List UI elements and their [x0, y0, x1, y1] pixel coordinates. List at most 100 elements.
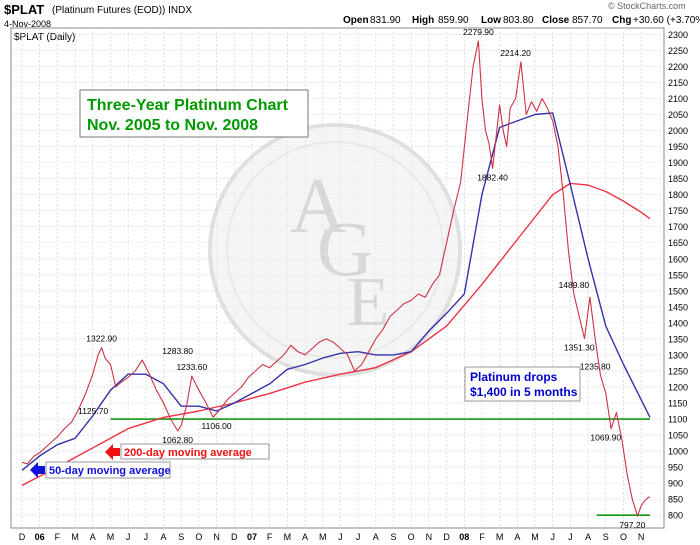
open-label: Open — [343, 15, 369, 26]
point-label: 2214.20 — [500, 48, 531, 58]
x-tick-label: O — [195, 532, 202, 542]
y-tick-label: 1950 — [668, 142, 688, 152]
point-label: 1322.90 — [86, 334, 117, 344]
y-tick-label: 1850 — [668, 174, 688, 184]
close-value: 857.70 — [572, 15, 603, 26]
x-tick-label: F — [55, 532, 61, 542]
x-tick-label: O — [620, 532, 627, 542]
seal-letter-a: A — [290, 162, 346, 249]
ma50-arrow-icon — [30, 462, 45, 478]
x-tick-label: N — [638, 532, 645, 542]
y-tick-label: 1300 — [668, 350, 688, 360]
series-lines — [21, 40, 651, 517]
chart-title-line2: Nov. 2005 to Nov. 2008 — [87, 117, 258, 134]
ma50-label: 50-day moving average — [49, 465, 171, 477]
y-tick-label: 1800 — [668, 190, 688, 200]
date-text: 4-Nov-2008 — [4, 19, 51, 29]
x-tick-label: A — [373, 532, 379, 542]
y-tick-label: 1100 — [668, 415, 687, 425]
point-labels: 1322.90 1283.80 1233.60 1125.70 1062.80 1106.… — [78, 27, 645, 530]
ma50-annotation: 50-day moving average — [30, 461, 171, 479]
y-tick-label: 2150 — [668, 78, 688, 88]
point-label: 1351.30 — [564, 342, 595, 352]
platinum-drops-line2: $1,400 in 5 months — [470, 385, 578, 399]
x-tick-label: M — [531, 532, 539, 542]
x-tick-label: A — [90, 532, 96, 542]
x-tick-label: A — [302, 532, 308, 542]
point-label: 2279.90 — [463, 27, 494, 37]
y-tick-label: 1350 — [668, 334, 688, 344]
series-label: $PLAT (Daily) — [14, 32, 75, 43]
x-tick-label: O — [408, 532, 415, 542]
x-tick-label: J — [126, 532, 131, 542]
seal-letter-g: G — [317, 205, 373, 292]
x-tick-label: S — [178, 532, 184, 542]
platinum-drops-box: Platinum drops $1,400 in 5 months — [464, 366, 581, 402]
y-tick-label: 1200 — [668, 382, 688, 392]
y-tick-label: 2050 — [668, 110, 688, 120]
x-tick-label: 06 — [35, 532, 45, 542]
x-tick-label: M — [71, 532, 79, 542]
x-tick-label: F — [267, 532, 273, 542]
axes: 800 850 900 950 1000 1050 1100 1150 1200 1250 1300… — [19, 30, 688, 542]
x-tick-label: M — [319, 532, 327, 542]
y-tick-label: 1400 — [668, 318, 688, 328]
y-tick-label: 1550 — [668, 270, 688, 280]
x-tick-label: S — [603, 532, 609, 542]
y-tick-label: 1650 — [668, 238, 688, 248]
chg-label: Chg — [612, 15, 631, 26]
description-text: (Platinum Futures (EOD)) INDX — [52, 5, 192, 16]
y-tick-label: 2300 — [668, 30, 688, 40]
series-ma200-line — [21, 182, 651, 487]
seal-letter-e: E — [347, 264, 390, 341]
y-tick-label: 1500 — [668, 286, 688, 296]
x-tick-label: J — [144, 532, 149, 542]
ma200-label: 200-day moving average — [124, 447, 252, 459]
high-label: High — [412, 15, 434, 26]
point-label: 1233.60 — [176, 362, 207, 372]
y-tick-label: 900 — [668, 479, 683, 489]
y-tick-label: 1600 — [668, 254, 688, 264]
y-tick-label: 1250 — [668, 366, 688, 376]
series-ma50-line — [21, 112, 651, 471]
point-label: 1062.80 — [162, 435, 193, 445]
y-tick-label: 2100 — [668, 94, 688, 104]
y-tick-label: 800 — [668, 511, 683, 521]
x-tick-label: N — [426, 532, 433, 542]
y-tick-label: 950 — [668, 463, 683, 473]
open-value: 831.90 — [370, 15, 401, 26]
point-label: 1882.40 — [477, 172, 508, 182]
x-tick-label: J — [356, 532, 361, 542]
point-label: 797.20 — [619, 520, 645, 530]
x-tick-label: 08 — [459, 532, 469, 542]
x-tick-label: A — [161, 532, 167, 542]
close-label: Close — [542, 15, 570, 26]
y-tick-label: 1900 — [668, 158, 688, 168]
chg-value: +30.60 (+3.70%) — [633, 15, 700, 26]
point-label: 1069.90 — [590, 433, 621, 443]
low-label: Low — [481, 15, 501, 26]
y-tick-label: 1050 — [668, 431, 688, 441]
point-label: 1106.00 — [202, 421, 232, 431]
point-label: 1283.80 — [162, 346, 193, 356]
y-tick-label: 1150 — [668, 399, 687, 409]
point-label: 1125.70 — [78, 406, 108, 416]
y-tick-label: 1750 — [668, 206, 688, 216]
x-tick-label: F — [479, 532, 485, 542]
x-tick-label: D — [443, 532, 450, 542]
stockcharts-watermark: © StockCharts.com — [608, 1, 686, 11]
x-tick-label: 07 — [247, 532, 257, 542]
x-tick-label: D — [231, 532, 238, 542]
x-tick-label: M — [107, 532, 115, 542]
y-tick-label: 850 — [668, 495, 683, 505]
y-tick-label: 2000 — [668, 126, 688, 136]
ma200-annotation: 200-day moving average — [105, 443, 270, 460]
ace-logo-seal: A G E — [208, 123, 462, 377]
quote-bar: Open 831.90 High 859.90 Low 803.80 Close… — [343, 15, 700, 26]
x-tick-label: M — [496, 532, 504, 542]
y-tick-label: 2250 — [668, 46, 688, 56]
chart-title-line1: Three-Year Platinum Chart — [87, 97, 289, 114]
x-tick-label: J — [550, 532, 555, 542]
high-value: 859.90 — [438, 15, 469, 26]
